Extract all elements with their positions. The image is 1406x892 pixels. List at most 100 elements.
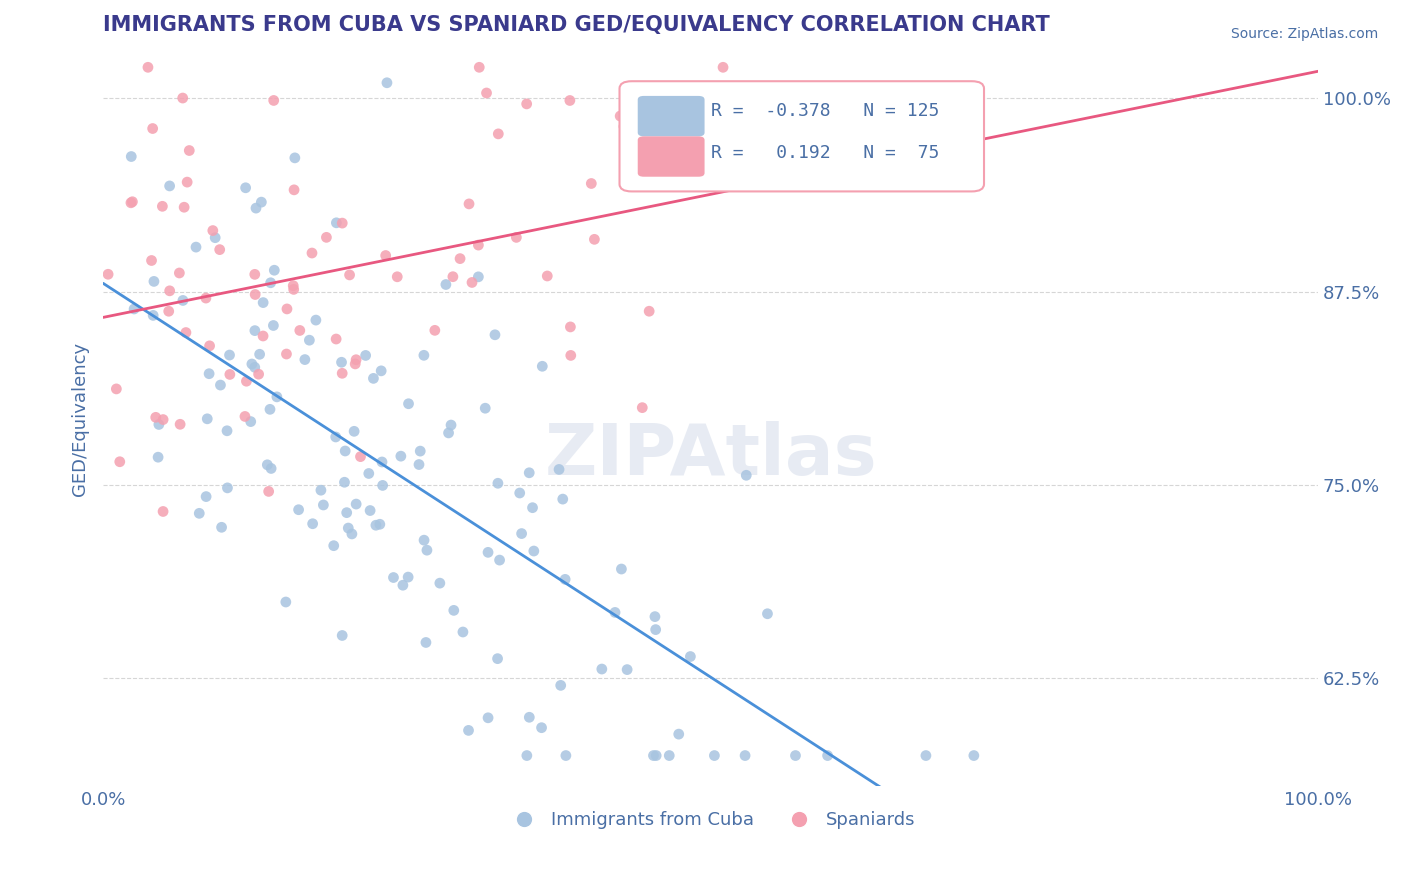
Point [141, 253, 163, 268]
Point [142, 309, 165, 323]
Point [195, 412, 218, 426]
Point [415, 635, 437, 649]
Point [468, 60, 491, 74]
Point [461, 276, 484, 290]
Point [309, 483, 332, 498]
Point [335, 444, 357, 458]
Point [325, 216, 347, 230]
Point [477, 711, 499, 725]
Point [484, 327, 506, 342]
Point [409, 444, 432, 458]
Point [382, 570, 405, 584]
Point [298, 333, 321, 347]
Point [283, 282, 305, 296]
Point [250, 195, 273, 210]
Point [530, 721, 553, 735]
Point [749, 151, 772, 165]
Text: Source: ZipAtlas.com: Source: ZipAtlas.com [1230, 27, 1378, 41]
Point [817, 748, 839, 763]
Point [247, 367, 270, 381]
Point [330, 355, 353, 369]
Point [235, 181, 257, 195]
FancyBboxPatch shape [620, 81, 984, 192]
Point [413, 533, 436, 548]
Point [488, 553, 510, 567]
Point [340, 527, 363, 541]
Point [260, 461, 283, 475]
Point [198, 367, 221, 381]
Point [349, 450, 371, 464]
Point [283, 183, 305, 197]
Point [371, 478, 394, 492]
Point [233, 409, 256, 424]
Point [536, 268, 558, 283]
Point [734, 748, 756, 763]
Point [398, 397, 420, 411]
Point [531, 359, 554, 374]
Point [516, 96, 538, 111]
Point [142, 274, 165, 288]
Legend: Immigrants from Cuba, Spaniards: Immigrants from Cuba, Spaniards [499, 804, 922, 836]
Point [370, 364, 392, 378]
Point [169, 417, 191, 432]
Point [509, 486, 531, 500]
Point [364, 518, 387, 533]
Point [301, 246, 323, 260]
Point [638, 304, 661, 318]
Point [486, 127, 509, 141]
Point [551, 492, 574, 507]
Point [517, 710, 540, 724]
Point [330, 628, 353, 642]
Point [554, 573, 576, 587]
Point [172, 91, 194, 105]
Point [396, 570, 419, 584]
Point [550, 678, 572, 692]
Point [581, 177, 603, 191]
Point [616, 663, 638, 677]
Point [150, 199, 173, 213]
Point [457, 723, 479, 738]
Point [157, 304, 180, 318]
Point [440, 418, 463, 433]
Point [217, 481, 239, 495]
Point [322, 539, 344, 553]
Point [785, 748, 807, 763]
Point [668, 727, 690, 741]
Point [188, 506, 211, 520]
Point [560, 348, 582, 362]
Point [179, 144, 201, 158]
Point [259, 402, 281, 417]
Point [474, 401, 496, 416]
Point [218, 368, 240, 382]
Point [477, 545, 499, 559]
Point [120, 149, 142, 163]
Point [176, 175, 198, 189]
Point [169, 266, 191, 280]
Point [259, 276, 281, 290]
Point [305, 313, 328, 327]
Point [122, 301, 145, 316]
Point [423, 323, 446, 337]
Point [389, 449, 412, 463]
Point [735, 468, 758, 483]
Point [523, 544, 546, 558]
Point [467, 269, 489, 284]
Point [703, 748, 725, 763]
Point [136, 60, 159, 74]
Point [208, 243, 231, 257]
Point [240, 357, 263, 371]
Point [429, 576, 451, 591]
Point [184, 240, 207, 254]
Point [548, 462, 571, 476]
Point [333, 475, 356, 490]
Point [679, 649, 702, 664]
Point [198, 339, 221, 353]
Point [375, 76, 398, 90]
Point [284, 151, 307, 165]
Point [443, 603, 465, 617]
Point [215, 424, 238, 438]
Point [756, 607, 779, 621]
Point [325, 332, 347, 346]
Point [262, 318, 284, 333]
Point [343, 425, 366, 439]
